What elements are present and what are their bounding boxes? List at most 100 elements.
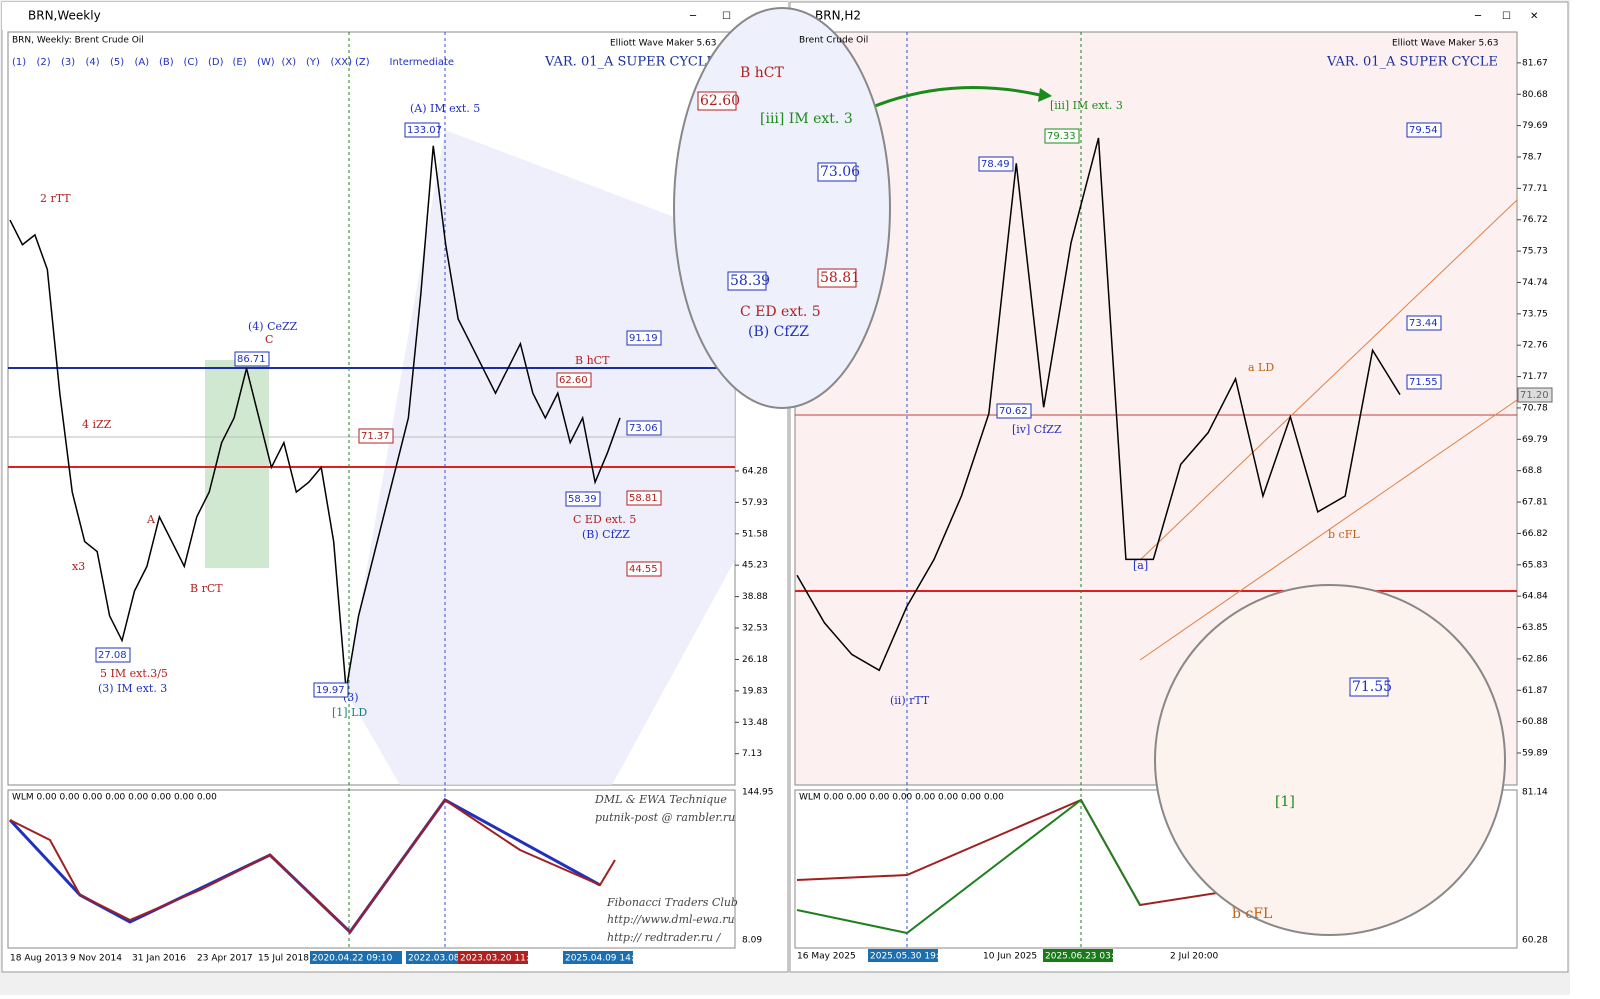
x-tick-label: 23 Apr 2017 — [197, 954, 253, 964]
wave-label: (3) IM ext. 3 — [98, 682, 167, 695]
wave-menu[interactable]: (D) — [208, 57, 224, 68]
wave-label: b cFL — [1328, 528, 1360, 541]
price-label: 27.08 — [98, 650, 127, 661]
wave-menu[interactable]: (E) — [233, 57, 247, 68]
wave-menu[interactable]: Intermediate — [390, 57, 455, 68]
y-tick-label: 70.78 — [1522, 403, 1548, 413]
price-label: 91.19 — [629, 333, 658, 344]
y-tick-label: 71.77 — [1522, 372, 1548, 382]
close[interactable]: ✕ — [1530, 11, 1538, 22]
fan-zone — [345, 130, 735, 785]
wave-label: [iv] CfZZ — [1012, 423, 1062, 436]
price-box — [626, 420, 662, 436]
maximize[interactable]: ☐ — [722, 11, 731, 22]
y-tick-label: 81.67 — [1522, 58, 1548, 68]
wave-label: [a] — [1133, 559, 1148, 572]
wave-label: [iii] IM ext. 3 — [1050, 99, 1123, 112]
y-tick-label: 19.83 — [742, 686, 768, 696]
price-label: 71.20 — [1520, 390, 1549, 401]
price-box — [358, 428, 394, 444]
price-box — [626, 561, 662, 577]
price-label: 19.97 — [316, 685, 345, 696]
magnifier-label: 71.55 — [1352, 679, 1392, 695]
chart-title: Brent Crude Oil — [799, 36, 868, 46]
credit: http:// redtrader.ru / — [607, 931, 722, 944]
wave-label: a LD — [1248, 361, 1274, 374]
magnifier-label: 58.39 — [730, 273, 770, 289]
price-box — [697, 91, 737, 111]
y-tick-label: 74.74 — [1522, 278, 1548, 288]
y-tick-label: 7.13 — [742, 749, 762, 759]
price-line — [796, 137, 1401, 672]
wave-menu[interactable]: (2) — [37, 57, 51, 68]
price-box — [626, 330, 662, 346]
wave-label: A — [146, 513, 156, 526]
minimize[interactable]: ─ — [689, 11, 697, 22]
y-tick-label: 51.58 — [742, 529, 768, 539]
magnifier-label: 73.06 — [820, 164, 860, 180]
y-tick-label: 78.7 — [1522, 152, 1542, 162]
credit: DML & EWA Technique — [594, 793, 727, 806]
y-tick-label: 69.79 — [1522, 435, 1548, 445]
indicator-label: WLM 0.00 0.00 0.00 0.00 0.00 0.00 0.00 0… — [12, 793, 217, 803]
watermark: Elliott Wave Maker 5.63 — [610, 39, 716, 49]
channel — [1139, 199, 1518, 561]
magnifier-label: B hCT — [740, 65, 784, 81]
x-tick-label: 2020.04.22 09:10 — [312, 954, 393, 964]
wave-menu[interactable]: (Z) — [355, 57, 370, 68]
price-box — [978, 156, 1014, 172]
indicator-line — [9, 798, 616, 934]
wave-menu[interactable]: (A) — [135, 57, 150, 68]
indicator-tick: 144.95 — [742, 788, 774, 798]
price-label: 44.55 — [629, 564, 658, 575]
y-tick-label: 59.89 — [1522, 748, 1548, 758]
minimize[interactable]: ─ — [1474, 11, 1482, 22]
price-box — [1406, 315, 1442, 331]
price-box — [996, 403, 1032, 419]
price-box — [313, 682, 349, 698]
wave-menu[interactable]: (5) — [110, 57, 124, 68]
price-label: 71.55 — [1409, 377, 1438, 388]
price-box — [1349, 677, 1389, 697]
wave-menu[interactable]: (Y) — [306, 57, 320, 68]
y-tick-label: 45.23 — [742, 561, 768, 571]
credit: Fibonacci Traders Club — [606, 896, 738, 909]
variant: VAR. 01_A SUPER CYCLE — [1326, 55, 1498, 70]
y-tick-label: 61.87 — [1522, 686, 1548, 696]
y-tick-label: 68.8 — [1522, 466, 1542, 476]
wave-label: (B) CfZZ — [582, 528, 630, 541]
price-box — [1406, 122, 1442, 138]
x-tick-label: 2023.03.20 11:37 — [460, 954, 540, 964]
price-box — [1406, 374, 1442, 390]
wave-menu[interactable]: (B) — [159, 57, 174, 68]
wave-menu[interactable]: (XX) — [331, 57, 353, 68]
y-tick-label: 32.53 — [742, 624, 768, 634]
indicator-label: WLM 0.00 0.00 0.00 0.00 0.00 0.00 0.00 0… — [799, 793, 1004, 803]
price-label: 133.07 — [407, 125, 442, 136]
wave-menu[interactable]: (4) — [86, 57, 100, 68]
x-tick-label: 16 May 2025 — [797, 952, 856, 962]
x-tick-label: 31 Jan 2016 — [132, 954, 186, 964]
zone — [205, 360, 269, 568]
magnifier — [1154, 584, 1506, 936]
y-tick-label: 13.48 — [742, 718, 768, 728]
wave-menu[interactable]: (C) — [184, 57, 199, 68]
price-box — [817, 268, 857, 288]
maximize[interactable]: ☐ — [1502, 11, 1511, 22]
price-label: 73.44 — [1409, 318, 1438, 329]
wave-menu[interactable]: (1) — [12, 57, 26, 68]
wave-menu[interactable]: (W) — [257, 57, 275, 68]
magnifier-label: [1] — [1275, 794, 1295, 810]
wave-label: C ED ext. 5 — [573, 513, 636, 526]
price-box — [727, 271, 767, 291]
wave-menu[interactable]: (X) — [282, 57, 297, 68]
price-box — [404, 122, 440, 138]
credit: http://www.dml-ewa.ru — [607, 913, 735, 926]
x-tick-label: 2025.06.23 03:12 — [1045, 952, 1125, 962]
y-tick-label: 62.86 — [1522, 654, 1548, 664]
x-tick-label: 2022.03.08 — [408, 954, 460, 964]
wave-menu[interactable]: (3) — [61, 57, 75, 68]
y-tick-label: 38.88 — [742, 592, 768, 602]
wave-label: 5 IM ext.3/5 — [100, 667, 168, 680]
y-tick-label: 80.68 — [1522, 90, 1548, 100]
